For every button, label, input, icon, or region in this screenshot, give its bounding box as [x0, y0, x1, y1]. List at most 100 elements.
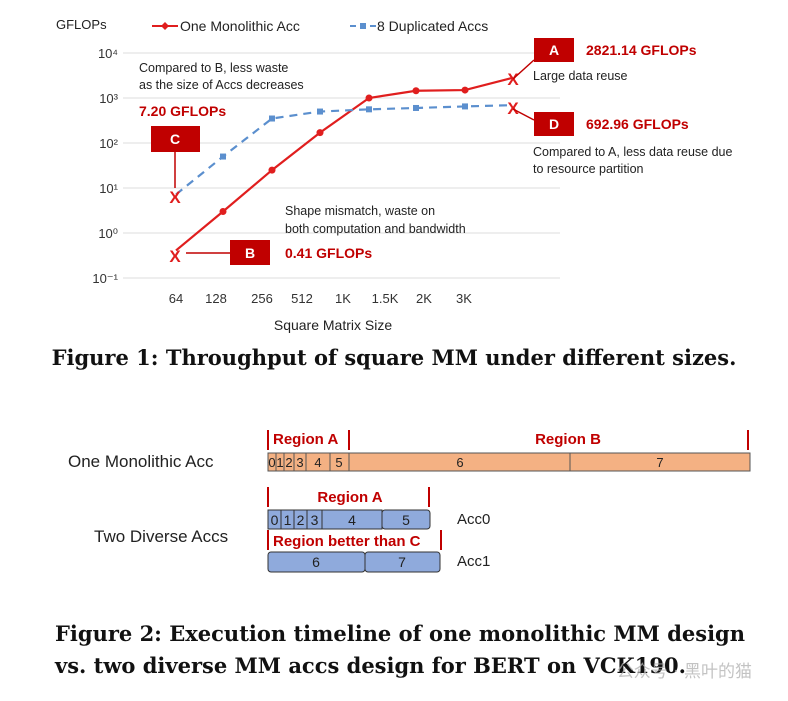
data-point-monolithic — [412, 87, 420, 95]
x-marker-a: X — [507, 70, 519, 89]
legend: One Monolithic Acc 8 Duplicated Accs — [152, 18, 488, 34]
legend-marker-dup — [360, 23, 366, 29]
watermark: 公众号 · 黑叶的猫 — [616, 662, 752, 682]
legend-label-mono: One Monolithic Acc — [180, 18, 300, 34]
series-line-duplicated — [175, 104, 514, 196]
annotation-c: Compared to B, less waste as the size of… — [139, 61, 304, 188]
row1-region-markers — [267, 430, 749, 450]
badge-d — [534, 112, 574, 136]
mono-timeline: 0 1 2 3 4 5 6 7 — [267, 452, 751, 472]
x-axis-label: Square Matrix Size — [274, 317, 392, 333]
acc1-block-7-label: 7 — [398, 554, 406, 570]
data-point-duplicated — [366, 106, 372, 113]
row-label-diverse: Two Diverse Accs — [94, 527, 228, 546]
annotation-d-value: 692.96 GFLOPs — [586, 116, 689, 132]
y-tick-label: 10² — [99, 136, 118, 151]
acc0-block-3-label: 3 — [311, 512, 319, 528]
series-layer — [175, 76, 514, 252]
annotation-d-note2: to resource partition — [533, 162, 644, 176]
acc0-timeline: 0 1 2 3 4 5 — [267, 509, 431, 530]
acc1-block-6-label: 6 — [312, 554, 320, 570]
figure2-caption-line2: vs. two diverse MM accs design for BERT … — [55, 653, 686, 678]
row2-region-markers — [267, 487, 430, 507]
data-point-duplicated — [269, 115, 275, 122]
region-b-label: Region B — [535, 431, 601, 448]
data-point-monolithic — [365, 94, 373, 102]
x-marker-c: X — [169, 188, 181, 207]
mono-block-1-label: 1 — [276, 455, 283, 470]
mono-block-7 — [569, 452, 751, 472]
data-point-monolithic — [219, 208, 227, 216]
y-tick-label: 10³ — [99, 91, 118, 106]
region-a-label-row2: Region A — [317, 489, 382, 506]
mono-block-4-label: 4 — [314, 455, 321, 470]
data-point-duplicated — [413, 104, 419, 111]
y-tick-label: 10⁰ — [98, 226, 118, 241]
x-tick-label: 256 — [251, 291, 273, 306]
x-tick-label: 1K — [335, 291, 351, 306]
data-point-duplicated — [220, 153, 226, 160]
mono-block-2-label: 2 — [285, 455, 292, 470]
series-line-monolithic — [175, 76, 514, 252]
y-tick-label: 10⁻¹ — [92, 271, 118, 286]
acc0-block-5 — [381, 509, 431, 530]
acc0-block-0-label: 0 — [271, 512, 279, 528]
badge-a — [534, 38, 574, 62]
acc1-timeline: 6 7 — [267, 551, 441, 573]
annotation-a-note: Large data reuse — [533, 69, 628, 83]
x-tick-label: 3K — [456, 291, 472, 306]
annotation-d: D 692.96 GFLOPs Compared to A, less data… — [512, 108, 732, 176]
y-tick-labels: 10⁴ 10³ 10² 10¹ 10⁰ 10⁻¹ — [92, 46, 118, 286]
x-tick-label: 512 — [291, 291, 313, 306]
annotation-c-note2: as the size of Accs decreases — [139, 78, 304, 92]
data-point-monolithic — [461, 86, 469, 94]
y-tick-label: 10⁴ — [98, 46, 118, 61]
annotation-c-value: 7.20 GFLOPs — [139, 103, 226, 119]
figure1-chart: GFLOPs 10⁴ 10³ 10² 10¹ 10⁰ 10⁻¹ 64 128 2… — [56, 17, 732, 333]
mono-block-3-label: 3 — [296, 455, 303, 470]
annotation-b-value: 0.41 GFLOPs — [285, 245, 372, 261]
mono-block-5-label: 5 — [335, 455, 342, 470]
badge-a-label: A — [549, 42, 559, 58]
x-tick-label: 64 — [169, 291, 183, 306]
y-tick-label: 10¹ — [99, 181, 118, 196]
x-tick-label: 128 — [205, 291, 227, 306]
badge-c-label: C — [170, 131, 180, 147]
annotation-d-note1: Compared to A, less data reuse due — [533, 145, 732, 159]
legend-marker-mono — [161, 22, 169, 30]
data-point-monolithic — [268, 166, 276, 174]
x-marker-b: X — [169, 247, 181, 266]
acc0-label: Acc0 — [457, 511, 490, 528]
badge-d-label: D — [549, 116, 559, 132]
figure2-caption-line1: Figure 2: Execution timeline of one mono… — [55, 621, 746, 646]
acc0-block-2-label: 2 — [297, 512, 305, 528]
annotation-a-value: 2821.14 GFLOPs — [586, 42, 697, 58]
x-tick-labels: 64 128 256 512 1K 1.5K 2K 3K — [169, 291, 473, 306]
annotation-b-note1: Shape mismatch, waste on — [285, 204, 435, 218]
badge-b — [230, 240, 270, 265]
region-a-label-row1: Region A — [273, 431, 338, 448]
figure2-timeline: One Monolithic Acc Two Diverse Accs Regi… — [68, 430, 751, 573]
annotation-b: B 0.41 GFLOPs Shape mismatch, waste on b… — [186, 204, 466, 265]
end-markers: X X X X — [169, 70, 519, 266]
acc0-block-1-label: 1 — [284, 512, 292, 528]
data-point-monolithic — [316, 129, 324, 137]
row-label-monolithic: One Monolithic Acc — [68, 452, 214, 471]
badge-c — [151, 126, 200, 152]
acc1-label: Acc1 — [457, 553, 490, 570]
legend-label-dup: 8 Duplicated Accs — [377, 18, 488, 34]
acc0-block-4-label: 4 — [348, 512, 356, 528]
mono-block-6-label: 6 — [456, 455, 463, 470]
acc1-block-7 — [364, 551, 441, 573]
x-tick-label: 2K — [416, 291, 432, 306]
data-point-duplicated — [317, 108, 323, 115]
y-axis-label: GFLOPs — [56, 17, 107, 32]
acc0-block-5-label: 5 — [402, 512, 410, 528]
annotation-c-note1: Compared to B, less waste — [139, 61, 288, 75]
data-point-duplicated — [462, 103, 468, 110]
badge-b-label: B — [245, 245, 255, 261]
mono-block-0-label: 0 — [268, 455, 275, 470]
region-better-label: Region better than C — [273, 533, 421, 550]
x-tick-label: 1.5K — [372, 291, 399, 306]
mono-block-7-label: 7 — [656, 455, 663, 470]
